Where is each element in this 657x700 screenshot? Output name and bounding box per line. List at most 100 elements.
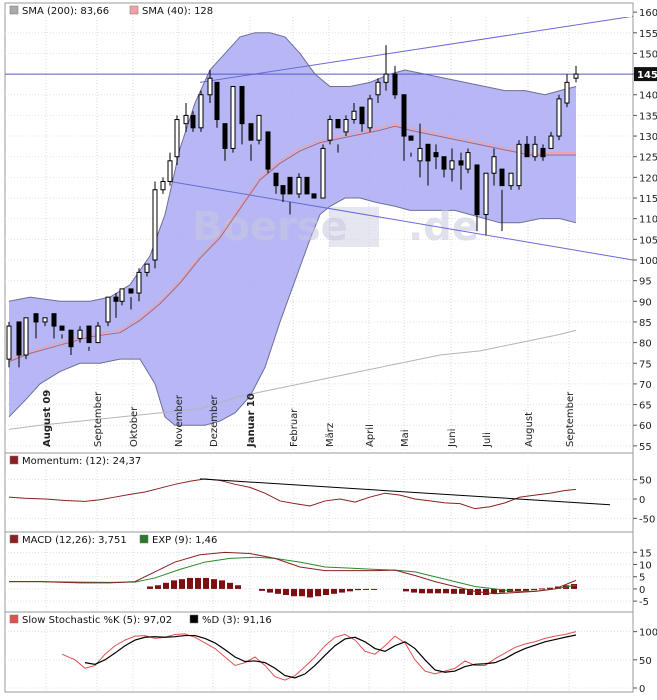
macd-histogram-bar [355, 588, 361, 591]
macd-ytick-label: 0 [639, 585, 645, 596]
candle-body-up [198, 94, 204, 129]
candle-body-down [59, 325, 65, 331]
macd-histogram-bar [523, 588, 529, 591]
momentum-legend-bg [6, 454, 632, 467]
price-ytick-label: 135 [639, 111, 657, 122]
candle-body-up [417, 147, 423, 162]
candle-body-down [128, 288, 134, 294]
candle [33, 313, 39, 339]
candle [128, 288, 134, 310]
macd-histogram-bar [147, 586, 153, 589]
price-ytick-label: 75 [639, 359, 652, 370]
stochastic-ytick-label: 0 [639, 684, 645, 695]
candle [408, 135, 414, 157]
candle-body-up [152, 189, 158, 261]
momentum-ytick-label: -50 [639, 514, 655, 525]
momentum-panel: -50 0 50 Momentum: (12): 24,37 [5, 454, 655, 532]
candle-body-down [33, 313, 39, 323]
bollinger-band [9, 32, 576, 426]
candle-body-down [287, 176, 293, 195]
x-axis-label: Juni [447, 429, 458, 448]
macd-histogram-bar [179, 579, 185, 589]
legend-label: %D (3): 91,16 [202, 615, 272, 626]
candle-body-up [516, 143, 522, 187]
candle-body-up [256, 114, 262, 141]
x-axis-label: Februar [289, 408, 300, 447]
stochastic-ytick-label: 100 [639, 628, 657, 639]
candle [449, 148, 455, 182]
candle-body-up [77, 329, 83, 339]
macd-histogram-bar [155, 585, 161, 589]
candle [16, 321, 22, 368]
macd-histogram-bar [283, 588, 289, 596]
candle-body-down [311, 193, 317, 199]
price-ytick-label: 60 [639, 421, 652, 432]
price-ytick-label: 95 [639, 277, 652, 288]
legend-label: EXP (9): 1,46 [152, 535, 217, 546]
candle [239, 85, 245, 145]
stochastic-panel: 0 50 100 Slow Stochastic %K (5): 97,02 %D (3… [5, 613, 657, 695]
price-ytick-label: 130 [639, 132, 657, 143]
macd-histogram-bar [315, 588, 321, 597]
price-ytick-label: 65 [639, 401, 652, 412]
candle-body-down [248, 123, 254, 141]
macd-histogram-bar [443, 588, 449, 594]
macd-histogram-bar [451, 588, 457, 594]
candle-body-up [183, 114, 189, 125]
price-ytick-label: 90 [639, 297, 652, 308]
candle-body-down [401, 94, 407, 137]
legend-label: SMA (200): 83,66 [22, 6, 109, 17]
candle [296, 173, 302, 199]
candle-body-down [499, 168, 505, 187]
legend-swatch [9, 455, 19, 465]
candle-body-down [540, 147, 546, 158]
macd-histogram-bar [299, 588, 305, 597]
watermark-box [329, 207, 379, 247]
candle-body-down [68, 329, 74, 348]
sma200-line [8, 329, 577, 430]
price-ytick-label: 120 [639, 173, 657, 184]
macd-ytick-label: -5 [639, 597, 649, 608]
macd-ytick-label: 10 [639, 561, 652, 572]
candle [280, 185, 286, 203]
macd-histogram-bar [403, 588, 409, 592]
candle [68, 329, 74, 355]
candle-body-up [508, 172, 514, 187]
candle-body-down [474, 164, 480, 216]
legend-swatch [9, 534, 19, 544]
candle [392, 65, 398, 99]
candle [483, 172, 489, 236]
candle-body-up [556, 98, 562, 137]
macd-histogram-bar [267, 588, 273, 593]
macd-histogram-bar [275, 588, 281, 594]
x-axis-label: Oktober [129, 406, 140, 447]
legend-label: MACD (12,26): 3,751 [22, 535, 127, 546]
candle [343, 115, 349, 137]
price-legend: SMA (200): 83,66 SMA (40): 128 [6, 4, 632, 17]
bollinger-lower-line [8, 197, 577, 426]
momentum-line [8, 478, 577, 510]
candle-body-up [174, 119, 180, 158]
watermark: BoerseGo.de [192, 204, 479, 250]
candle [160, 177, 166, 194]
candle-body-up [573, 73, 579, 79]
x-axis-label: Mai [400, 429, 411, 447]
candle [222, 123, 228, 161]
bollinger-upper-line [8, 32, 577, 302]
stochastic-legend-bg [6, 613, 632, 626]
candle-body-up [367, 98, 373, 129]
legend-swatch [189, 614, 199, 624]
macd-histogram-bar [163, 582, 169, 589]
legend-label: Momentum: (12): 24,37 [22, 456, 141, 467]
price-panel: BoerseGo.de 55 60 65 70 75 80 85 90 95 100 105 110 11… [5, 4, 657, 453]
candle-body-up [465, 152, 471, 170]
candle [95, 321, 101, 344]
macd-histogram-bar [323, 588, 329, 596]
candle [256, 114, 262, 145]
candle [152, 181, 158, 269]
price-ytick-label: 125 [639, 153, 657, 164]
candle [367, 94, 373, 132]
macd-ytick-label: 15 [639, 548, 652, 559]
price-y-axis: 55 60 65 70 75 80 85 90 95 100 105 110 115 120 125 130 1… [633, 8, 657, 453]
